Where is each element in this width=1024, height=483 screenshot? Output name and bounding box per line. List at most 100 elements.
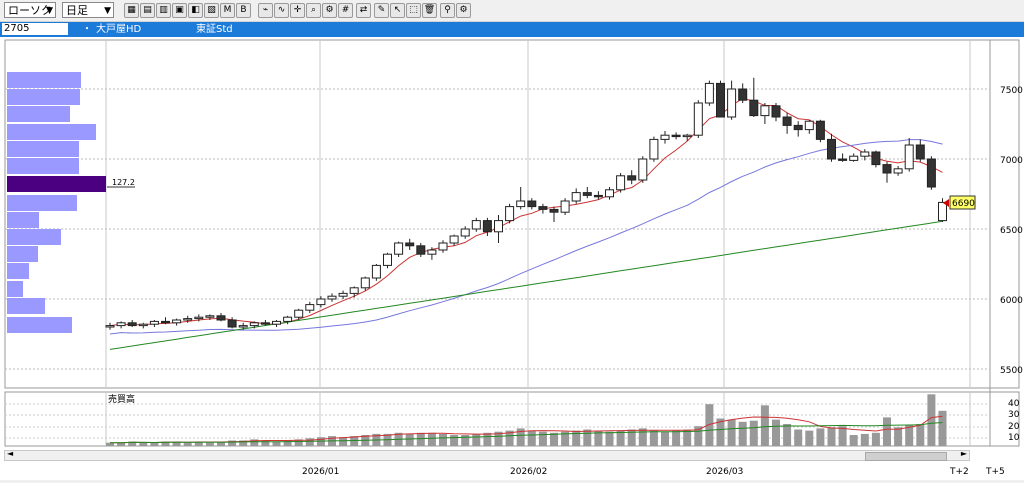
symbol-code-input[interactable]: 2705	[2, 23, 68, 35]
candle-body	[649, 138, 659, 160]
volume-ma-short	[110, 415, 943, 444]
volume-bar	[427, 432, 436, 446]
price-tick: 7000	[1000, 156, 1023, 166]
candle-body	[593, 194, 603, 198]
candle	[127, 320, 137, 327]
candle-body	[438, 242, 448, 251]
candle	[560, 198, 570, 215]
cursor-icon[interactable]: ↖	[390, 3, 405, 18]
volume-bar	[649, 430, 658, 446]
volume-bar	[760, 405, 769, 446]
chart-type-select[interactable]: ローソク ▼	[4, 2, 56, 18]
candle	[693, 100, 703, 138]
select-icon[interactable]: ⬚	[406, 3, 421, 18]
ma-long-line	[109, 220, 943, 350]
candle-body	[716, 82, 725, 118]
future-label: T+2	[949, 467, 969, 477]
trash-icon[interactable]: 🗑	[422, 3, 437, 18]
volume-profile-bar	[7, 195, 77, 211]
candle-body	[549, 208, 559, 213]
candle	[227, 317, 237, 329]
candle	[571, 188, 581, 204]
price-tick: 5500	[1000, 366, 1023, 376]
gear-icon[interactable]: ⚙	[322, 3, 337, 18]
candle	[460, 226, 470, 239]
future-label: T+5	[985, 467, 1005, 477]
volume-ma-long	[110, 422, 943, 444]
candle-body	[727, 88, 737, 118]
candle	[904, 138, 914, 172]
candle	[471, 217, 481, 232]
print-icon[interactable]: ▣	[172, 3, 187, 18]
candle-body	[505, 206, 515, 222]
volume-profile-bar	[7, 158, 79, 174]
candle-body	[682, 134, 692, 138]
volume-bar	[838, 426, 847, 446]
pen-icon[interactable]: ✎	[374, 3, 389, 18]
volume-bar	[716, 418, 725, 446]
indicator-icon[interactable]: ◧	[188, 3, 203, 18]
candle-body	[605, 189, 614, 198]
volume-bar	[139, 442, 148, 446]
volume-profile-bar	[7, 106, 70, 122]
ma-icon[interactable]: M	[220, 3, 235, 18]
table-icon[interactable]: ▤	[140, 3, 155, 18]
candle-body	[616, 175, 626, 191]
volume-bar	[205, 442, 214, 446]
volume-bar	[683, 429, 692, 446]
scroll-left-icon[interactable]: ◄	[7, 449, 14, 458]
candle	[494, 215, 503, 243]
list-icon[interactable]: ▥	[156, 3, 171, 18]
scroll-right-icon[interactable]: ►	[960, 449, 967, 458]
window-icon[interactable]: ▧	[204, 3, 219, 18]
candle	[871, 150, 881, 168]
volume-profile-bar	[7, 89, 80, 105]
candle-body	[161, 320, 170, 324]
volume-profile-bar	[7, 229, 61, 245]
search-icon[interactable]: ⚲	[440, 3, 455, 18]
volume-bar	[239, 440, 248, 446]
candle-body	[871, 151, 881, 166]
date-label: 2026/01	[302, 467, 339, 477]
ma-short-line	[109, 97, 943, 327]
bb-icon[interactable]: B	[236, 3, 251, 18]
candle	[283, 315, 293, 325]
volume-bar	[938, 410, 947, 446]
scrollbar-thumb[interactable]	[865, 452, 947, 461]
settings-icon[interactable]: ⚙	[456, 3, 471, 18]
candle-body	[427, 249, 437, 255]
candle	[338, 290, 348, 299]
candle-body	[172, 319, 182, 324]
wave-icon[interactable]: ∿	[274, 3, 289, 18]
grid-icon[interactable]: #	[338, 3, 353, 18]
volume-bar	[905, 425, 914, 446]
candlesticks	[105, 77, 947, 330]
candle	[827, 133, 836, 162]
volume-bar	[794, 429, 803, 446]
period-select[interactable]: 日足 ▼	[62, 2, 114, 18]
candle	[605, 187, 614, 200]
volume-tick: 10	[1008, 433, 1020, 443]
candle-body	[238, 325, 248, 328]
compare-icon[interactable]: ⇄	[356, 3, 371, 18]
zoom-icon[interactable]: ⌕	[306, 3, 321, 18]
symbol-market: 東証Std	[196, 24, 233, 35]
line-tool-icon[interactable]: ⌁	[258, 3, 273, 18]
chart-icon[interactable]: ▦	[124, 3, 139, 18]
candle	[893, 166, 903, 176]
volume-bar	[916, 424, 925, 446]
volume-bars	[106, 394, 947, 446]
candle-body	[760, 105, 770, 117]
candle-body	[560, 200, 570, 213]
chart-svg[interactable]: 7500 7000 6500 6000 5500 40 30 20 10 売買高…	[0, 37, 1024, 480]
candle-body	[704, 82, 714, 104]
horizontal-scrollbar[interactable]: ◄ ►	[4, 449, 970, 461]
volume-profile-bar	[7, 124, 96, 140]
candle-body	[205, 315, 215, 318]
candle	[416, 243, 426, 257]
candle-body	[893, 168, 903, 174]
symbol-name: 大戸屋HD	[96, 24, 142, 35]
candle-body	[349, 287, 359, 294]
candle-body	[638, 158, 648, 181]
crosshair-icon[interactable]: ✛	[290, 3, 305, 18]
